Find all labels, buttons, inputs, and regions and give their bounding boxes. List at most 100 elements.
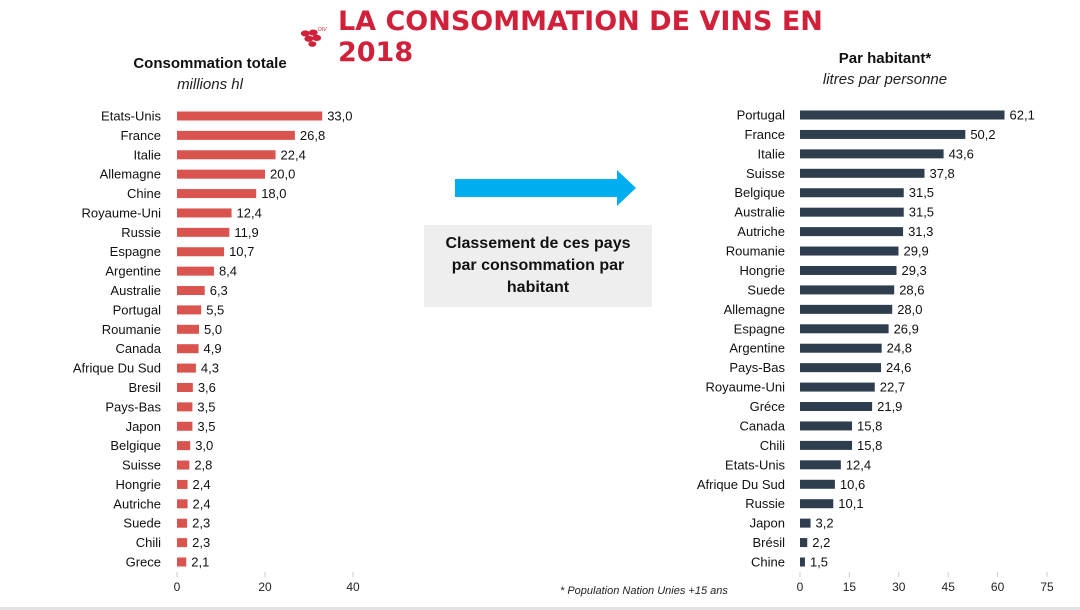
right-bar [800, 518, 811, 528]
note-line: par consommation par [451, 257, 625, 274]
left-category-label: Grece [126, 555, 161, 570]
right-category-label: Etats-Unis [725, 457, 785, 472]
left-value-label: 8,4 [219, 264, 237, 279]
left-bar [177, 382, 193, 392]
right-chart-heading: Par habitant* litres par personne [785, 50, 985, 88]
left-bar [177, 150, 276, 160]
left-bar [177, 460, 190, 470]
left-bar [177, 479, 188, 489]
note-line: Classement de ces pays [445, 235, 631, 252]
right-value-label: 26,9 [894, 321, 919, 336]
left-category-label: Hongrie [115, 477, 161, 492]
left-value-label: 2,8 [194, 458, 212, 473]
right-bar [800, 246, 899, 256]
right-category-label: Chili [760, 438, 785, 453]
left-bar [177, 266, 214, 276]
right-chart-title: Par habitant* [838, 50, 932, 67]
left-bar [177, 208, 232, 218]
right-bar [800, 168, 925, 178]
left-value-label: 2,4 [193, 477, 211, 492]
left-value-label: 2,3 [192, 535, 210, 550]
left-bar [177, 402, 193, 412]
left-category-label: Chine [127, 186, 161, 201]
right-category-label: Espagne [734, 321, 785, 336]
left-chart-subtitle: millions hl [177, 76, 243, 93]
note-line: habitant [506, 279, 570, 296]
right-value-label: 10,1 [838, 496, 863, 511]
right-value-label: 31,3 [908, 224, 933, 239]
left-tick-label: 20 [258, 580, 272, 594]
right-category-label: Roumanie [726, 244, 785, 259]
arrow-right-icon [455, 170, 636, 206]
left-value-label: 26,8 [300, 128, 325, 143]
footnote: * Population Nation Unies +15 ans [560, 585, 728, 597]
left-value-label: 4,9 [204, 341, 222, 356]
right-category-label: Royaume-Uni [706, 380, 786, 395]
right-chart-subtitle: litres par personne [822, 71, 948, 88]
left-bar [177, 286, 205, 296]
right-value-label: 15,8 [857, 438, 882, 453]
right-value-label: 43,6 [949, 146, 974, 161]
left-category-label: France [121, 128, 161, 143]
left-category-label: Suede [123, 516, 161, 531]
left-category-label: Pays-Bas [105, 399, 161, 414]
right-category-label: Allemagne [724, 302, 785, 317]
left-value-label: 18,0 [261, 186, 286, 201]
left-value-label: 4,3 [201, 361, 219, 376]
right-value-label: 10,6 [840, 477, 865, 492]
right-value-label: 37,8 [929, 166, 954, 181]
left-category-label: Canada [115, 341, 161, 356]
right-category-label: Chine [751, 555, 785, 570]
left-value-label: 6,3 [210, 283, 228, 298]
right-value-label: 2,2 [812, 535, 830, 550]
left-tick-label: 40 [346, 580, 360, 594]
left-value-label: 5,0 [204, 322, 222, 337]
right-category-label: Brésil [752, 535, 785, 550]
right-value-label: 24,8 [887, 341, 912, 356]
left-value-label: 33,0 [327, 109, 352, 124]
left-category-label: Portugal [113, 302, 162, 317]
left-chart-title: Consommation totale [133, 55, 287, 72]
left-tick-label: 0 [174, 580, 181, 594]
right-value-label: 50,2 [970, 127, 995, 142]
right-bar [800, 227, 904, 237]
right-category-label: Gréce [750, 399, 785, 414]
left-category-label: Russie [121, 225, 161, 240]
grape-cluster-icon: OIV [300, 27, 327, 47]
left-category-label: Japon [126, 419, 161, 434]
right-bar [800, 129, 966, 139]
right-bar [800, 538, 808, 548]
left-category-label: Bresil [128, 380, 161, 395]
right-value-label: 15,8 [857, 418, 882, 433]
left-value-label: 12,4 [237, 205, 262, 220]
right-value-label: 31,5 [909, 185, 934, 200]
right-value-label: 62,1 [1010, 108, 1035, 123]
right-bar [800, 324, 889, 334]
right-value-label: 21,9 [877, 399, 902, 414]
right-bar [800, 285, 895, 295]
left-value-label: 3,6 [198, 380, 216, 395]
right-value-label: 31,5 [909, 205, 934, 220]
left-category-label: Argentine [105, 264, 161, 279]
left-value-label: 3,0 [195, 438, 213, 453]
right-bar [800, 479, 835, 489]
right-bar [800, 207, 904, 217]
left-category-label: Belgique [110, 438, 161, 453]
right-value-label: 24,6 [886, 360, 911, 375]
left-bar [177, 344, 199, 354]
left-value-label: 2,1 [191, 555, 209, 570]
ranking-note: Classement de ces pays par consommation … [424, 225, 652, 307]
right-bar [800, 363, 882, 373]
left-bar [177, 421, 193, 431]
left-bar [177, 227, 230, 237]
right-category-label: Belgique [734, 185, 785, 200]
left-category-label: Royaume-Uni [82, 205, 162, 220]
left-value-label: 5,5 [206, 302, 224, 317]
right-category-label: Russie [745, 496, 785, 511]
left-category-label: Italie [134, 147, 161, 162]
left-category-label: Etats-Unis [101, 109, 161, 124]
right-bar [800, 188, 904, 198]
divider [0, 607, 1080, 610]
right-category-label: Suisse [746, 166, 785, 181]
